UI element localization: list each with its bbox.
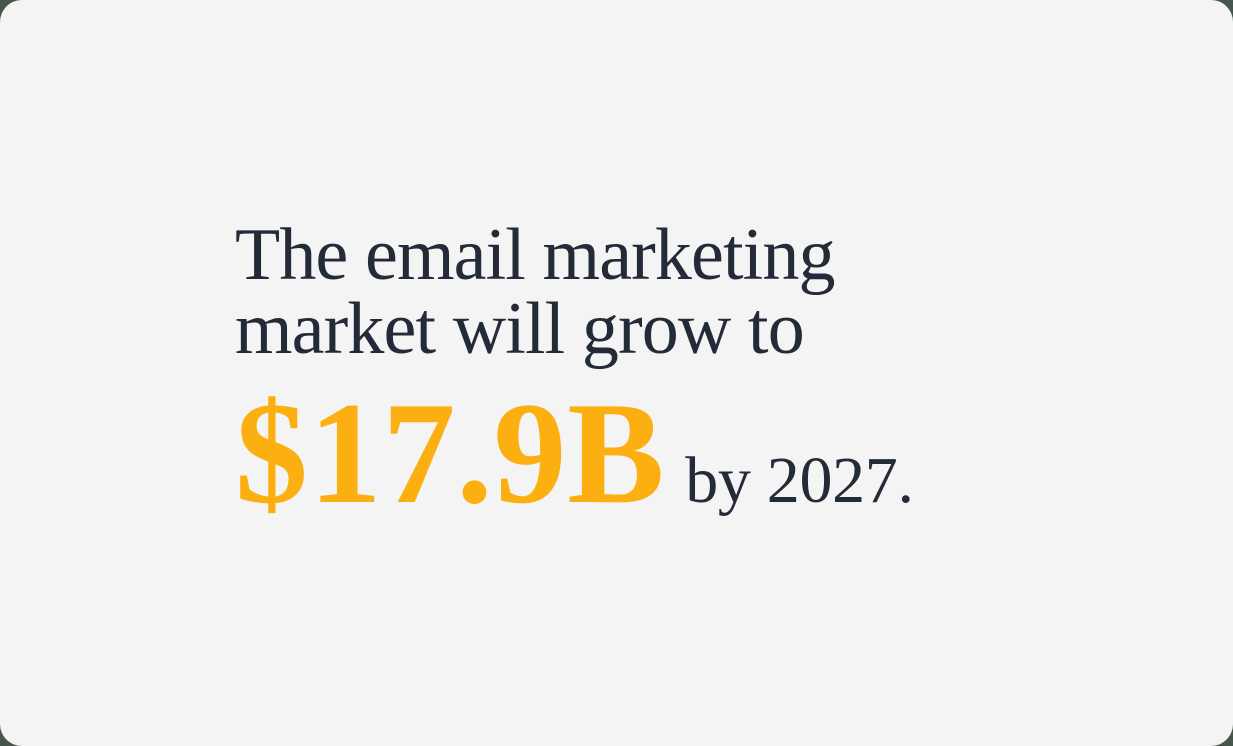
headline-line-2: market will grow to	[235, 288, 805, 370]
headline: The email marketing market will grow to	[235, 218, 914, 366]
stat-line: $17.9B by 2027.	[235, 380, 914, 526]
card-content: The email marketing market will grow to …	[235, 218, 914, 526]
stat-value: $17.9B	[235, 372, 666, 534]
headline-line-1: The email marketing	[235, 214, 835, 296]
stat-suffix: by 2027.	[685, 444, 914, 517]
